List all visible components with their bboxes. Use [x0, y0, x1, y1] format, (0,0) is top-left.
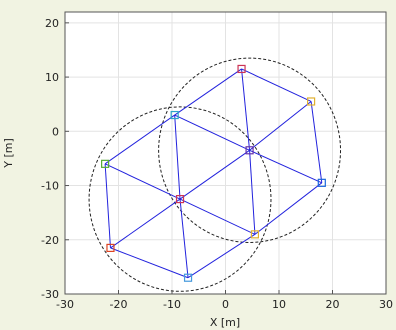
- edge-line: [174, 114, 250, 151]
- edge-line: [249, 149, 323, 184]
- node-square-marker: [101, 159, 110, 168]
- edge-line: [104, 114, 175, 165]
- edge-line: [249, 101, 312, 151]
- y-axis-label: Y [m]: [2, 138, 15, 169]
- edge-line: [110, 198, 181, 249]
- edge-line: [110, 247, 189, 279]
- node-square-marker: [175, 194, 185, 204]
- node-square-marker: [106, 243, 115, 253]
- edges: [104, 68, 323, 279]
- nodes: [101, 64, 326, 282]
- ticks: -30 -20 -10 0 10 20 30 -30 -20 -10 0 10 20: [41, 17, 393, 311]
- edge-line: [310, 101, 323, 183]
- x-tick-label: 30: [379, 298, 393, 311]
- edge-line: [104, 163, 181, 200]
- edge-line: [174, 68, 242, 116]
- x-tick-label: 20: [326, 298, 340, 311]
- node-square-marker: [183, 273, 193, 282]
- edge-line: [241, 68, 251, 151]
- y-tick-label: 10: [45, 71, 59, 84]
- y-tick-label: -30: [41, 288, 59, 301]
- circles: [88, 57, 342, 292]
- dashed-range-circle: [88, 106, 272, 292]
- x-tick-label: 10: [272, 298, 286, 311]
- y-tick-label: -20: [41, 234, 59, 247]
- node-square-marker: [250, 230, 260, 239]
- edge-line: [104, 163, 111, 248]
- x-axis-label: X [m]: [210, 316, 240, 329]
- edge-line: [241, 68, 312, 102]
- y-tick-label: 20: [45, 17, 59, 30]
- y-tick-label: 0: [52, 125, 59, 138]
- x-tick-label: -30: [56, 298, 74, 311]
- dashed-range-circle: [158, 57, 342, 243]
- edge-line: [179, 149, 250, 200]
- edge-line: [179, 199, 189, 278]
- edge-line: [254, 182, 323, 235]
- x-tick-label: 0: [222, 298, 229, 311]
- node-square-marker: [307, 97, 316, 106]
- edge-line: [249, 150, 256, 235]
- edge-line: [179, 198, 256, 235]
- node-square-marker: [245, 146, 254, 155]
- x-tick-label: -10: [163, 298, 181, 311]
- node-square-marker: [317, 178, 326, 187]
- y-tick-label: -10: [41, 180, 59, 193]
- edge-line: [174, 115, 181, 200]
- node-square-marker: [237, 64, 246, 74]
- x-tick-label: -20: [110, 298, 128, 311]
- node-square-marker: [170, 110, 179, 120]
- edge-line: [187, 233, 256, 279]
